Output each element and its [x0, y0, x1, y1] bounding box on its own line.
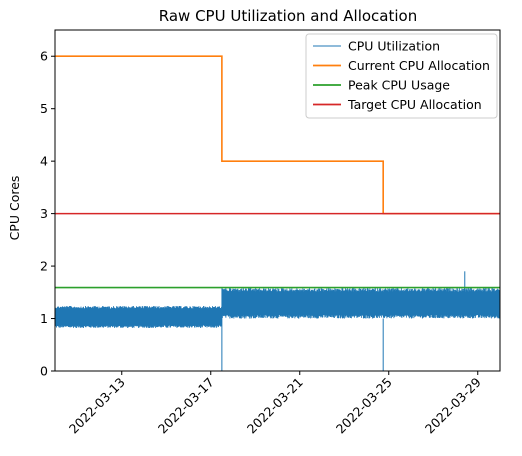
x-tick-label: 2022-03-29: [422, 374, 484, 436]
legend: CPU Utilization Current CPU Allocation Pea…: [305, 33, 498, 119]
y-tick-label: 6: [40, 49, 48, 64]
plot-area: [54, 55, 501, 371]
y-axis-label: CPU Cores: [7, 176, 22, 241]
legend-label: Target CPU Allocation: [347, 97, 482, 112]
legend-box: [305, 33, 498, 119]
y-tick-label: 2: [40, 259, 48, 274]
y-tick-label: 5: [40, 101, 48, 116]
y-tick-label: 1: [40, 311, 48, 326]
y-tick-label: 0: [40, 364, 48, 379]
axes-frame: [54, 29, 501, 372]
series-line-cpu-utilization: [54, 288, 501, 328]
x-tick-label: 2022-03-17: [155, 375, 217, 437]
legend-label: CPU Utilization: [348, 39, 440, 54]
y-tick-label: 4: [40, 154, 48, 169]
y-tick-label: 3: [40, 206, 48, 221]
legend-label: Current CPU Allocation: [348, 58, 490, 73]
x-tick-label: 2022-03-25: [333, 375, 395, 437]
x-tick-label: 2022-03-13: [66, 375, 128, 437]
x-tick-label: 2022-03-21: [244, 375, 306, 437]
chart-title: Raw CPU Utilization and Allocation: [159, 7, 417, 25]
legend-label: Peak CPU Usage: [348, 78, 450, 93]
